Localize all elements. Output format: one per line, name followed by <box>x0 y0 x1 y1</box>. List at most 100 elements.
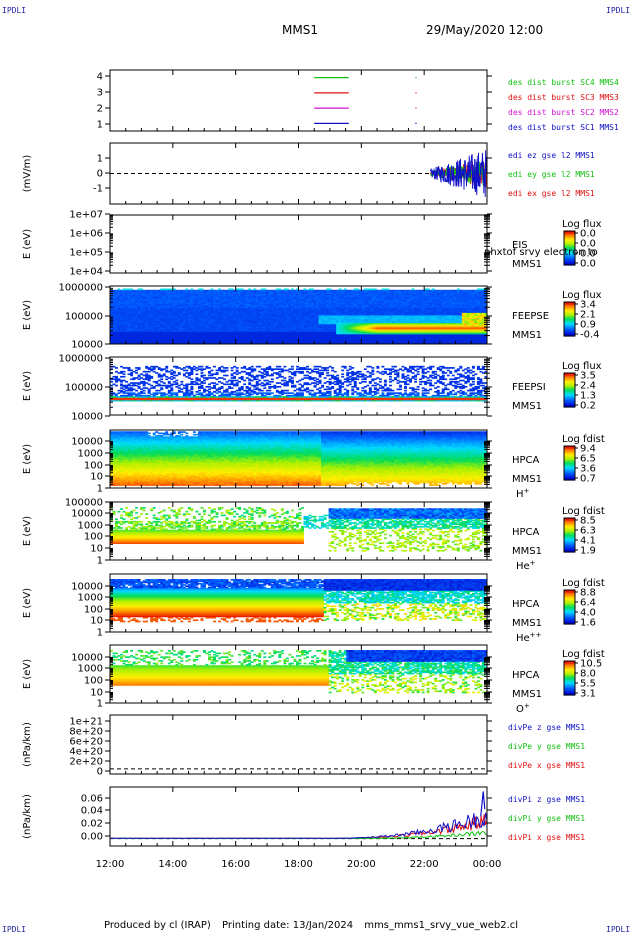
legend-entry: edi ex gse l2 MMS1 <box>508 189 595 198</box>
spectrogram-cell <box>266 290 269 292</box>
spectrogram-cell <box>183 290 186 292</box>
spectrogram-cell <box>283 289 286 291</box>
spectrogram-cell <box>125 289 128 291</box>
spectrogram-cell <box>223 290 226 292</box>
spectrogram-cell <box>291 289 294 291</box>
spectrogram-cell <box>135 290 138 292</box>
spectrogram-cell <box>118 289 121 291</box>
spectrogram-cell <box>306 290 309 292</box>
panel-frame <box>110 215 487 273</box>
spectrogram-cell <box>238 289 241 291</box>
spectrogram-cell <box>293 290 296 292</box>
spectrogram-cell <box>226 290 229 292</box>
spectrogram-cell <box>281 290 284 292</box>
spectrogram-cell <box>326 289 329 291</box>
spectrogram-cell <box>218 289 221 291</box>
spectrogram-cell <box>195 290 198 292</box>
spectrogram-cell <box>243 290 246 292</box>
spectrogram-cell <box>115 290 118 292</box>
spectrogram-cell <box>138 289 141 291</box>
spectrogram-cell <box>246 290 249 292</box>
spectrogram-cell <box>228 289 231 291</box>
y-axis-label: (mV/m) <box>22 155 33 193</box>
y-tick-label: 3 <box>97 88 103 99</box>
spectrogram-cell <box>178 290 181 292</box>
spectrogram-cell <box>376 290 379 292</box>
spectrogram-cell <box>188 290 191 292</box>
spectrogram-cell <box>356 289 359 291</box>
spectrogram-cell <box>150 290 153 292</box>
spectrogram-cell <box>251 290 254 292</box>
spectrogram-cell <box>258 290 261 292</box>
spectrogram-cell <box>379 290 382 292</box>
spectrogram-cell <box>221 290 224 292</box>
spectrogram-cell <box>314 290 317 292</box>
spectrogram-cell <box>319 290 322 292</box>
spectrogram-cell <box>153 290 156 292</box>
spectrogram-cell <box>206 290 209 292</box>
spectrogram-cell <box>301 290 304 292</box>
spectrogram-cell <box>371 289 374 291</box>
spectrogram-cell <box>311 289 314 291</box>
spectrogram-cell <box>334 290 337 292</box>
colorbar-tick-label: 0.0 <box>580 259 596 270</box>
spectrogram-cell <box>256 290 259 292</box>
spectrogram-cell <box>329 289 332 291</box>
spectrogram-cell <box>133 290 136 292</box>
spectrogram-cell <box>175 290 178 292</box>
spectrogram-cell <box>128 289 131 291</box>
spectrogram-cell <box>216 290 219 292</box>
spectrogram-cell <box>276 289 279 291</box>
spectrogram-cell <box>185 289 188 291</box>
y-tick-label: 1e+07 <box>69 210 103 221</box>
spectrogram-cell <box>130 289 133 291</box>
spectrogram-cell <box>366 289 369 291</box>
spectrogram-cell <box>304 289 307 291</box>
spectrogram-cell <box>381 289 384 291</box>
spectrogram-cell <box>354 289 357 291</box>
spectrogram-cell <box>336 290 339 292</box>
spectrogram-cell <box>321 290 324 292</box>
spectrogram-cell <box>324 290 327 292</box>
spectrogram-cell <box>346 290 349 292</box>
spectrogram-cell <box>198 289 201 291</box>
y-tick-label: 0 <box>97 169 103 180</box>
spectrogram-cell <box>120 290 123 292</box>
spectrogram-cell <box>211 289 214 291</box>
spectrogram-cell <box>316 290 319 292</box>
spectrogram-cell <box>351 290 354 292</box>
spectrogram-cell <box>241 289 244 291</box>
spectrogram-cell <box>208 290 211 292</box>
y-tick-label: 1e+04 <box>69 267 103 278</box>
spectrogram-cell <box>145 290 148 292</box>
spectrogram-cell <box>163 289 166 291</box>
spectrogram-cell <box>253 289 256 291</box>
spectrogram-cell <box>148 290 151 292</box>
spectrogram-cell <box>364 289 367 291</box>
spectrogram-cell <box>288 290 291 292</box>
legend-entry: edi ey gse l2 MMS1 <box>508 170 595 179</box>
y-axis-label: E (eV) <box>22 229 33 259</box>
y-tick-label: 2 <box>97 104 103 115</box>
spectrogram-cell <box>263 289 266 291</box>
spectrogram-cell <box>180 290 183 292</box>
y-tick-label: 1 <box>97 120 103 131</box>
spectrogram-cell <box>369 289 372 291</box>
legend-entry: des dist burst SC2 MMS2 <box>508 108 619 117</box>
legend-entry: edi ez gse l2 MMS1 <box>508 151 595 160</box>
y-tick-label: 1e+05 <box>69 248 103 259</box>
spectrogram-cell <box>331 290 334 292</box>
y-tick-label: 1 <box>97 154 103 165</box>
spectrogram-cell <box>140 289 143 291</box>
spectrogram-cell <box>349 290 352 292</box>
spectrogram-cell <box>155 290 158 292</box>
spectrogram-cell <box>158 290 161 292</box>
y-tick-label: -1 <box>93 184 103 195</box>
spectrogram-cell <box>193 290 196 292</box>
spectrogram-cell <box>165 289 168 291</box>
spectrogram-cell <box>123 289 126 291</box>
spectrogram-cell <box>309 289 312 291</box>
spectrogram-cell <box>231 289 234 291</box>
spectrogram-cell <box>200 289 203 291</box>
